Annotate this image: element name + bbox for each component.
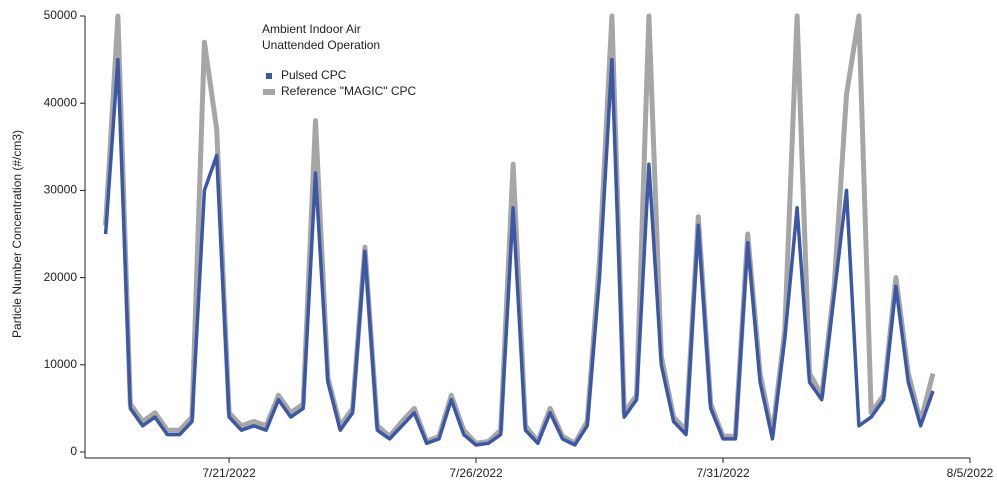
x-tick-label: 7/31/2022 [696,466,750,480]
legend-swatch [266,73,272,79]
y-axis-label: Particle Number Concentration (#/cm3) [10,130,24,338]
y-tick-label: 30000 [44,183,78,197]
annotation: Unattended Operation [262,38,380,52]
y-tick-label: 50000 [44,8,78,22]
x-tick-label: 7/21/2022 [202,466,256,480]
y-tick-label: 20000 [44,270,78,284]
y-tick-label: 40000 [44,95,78,109]
legend-swatch [263,89,275,95]
legend-label: Reference "MAGIC" CPC [281,84,417,98]
y-tick-label: 10000 [44,357,78,371]
x-tick-label: 8/5/2022 [947,466,994,480]
annotation: Ambient Indoor Air [262,22,361,36]
series-line [103,57,935,447]
legend-label: Pulsed CPC [281,68,347,82]
x-tick-label: 7/26/2022 [449,466,503,480]
y-tick-label: 0 [70,444,77,458]
